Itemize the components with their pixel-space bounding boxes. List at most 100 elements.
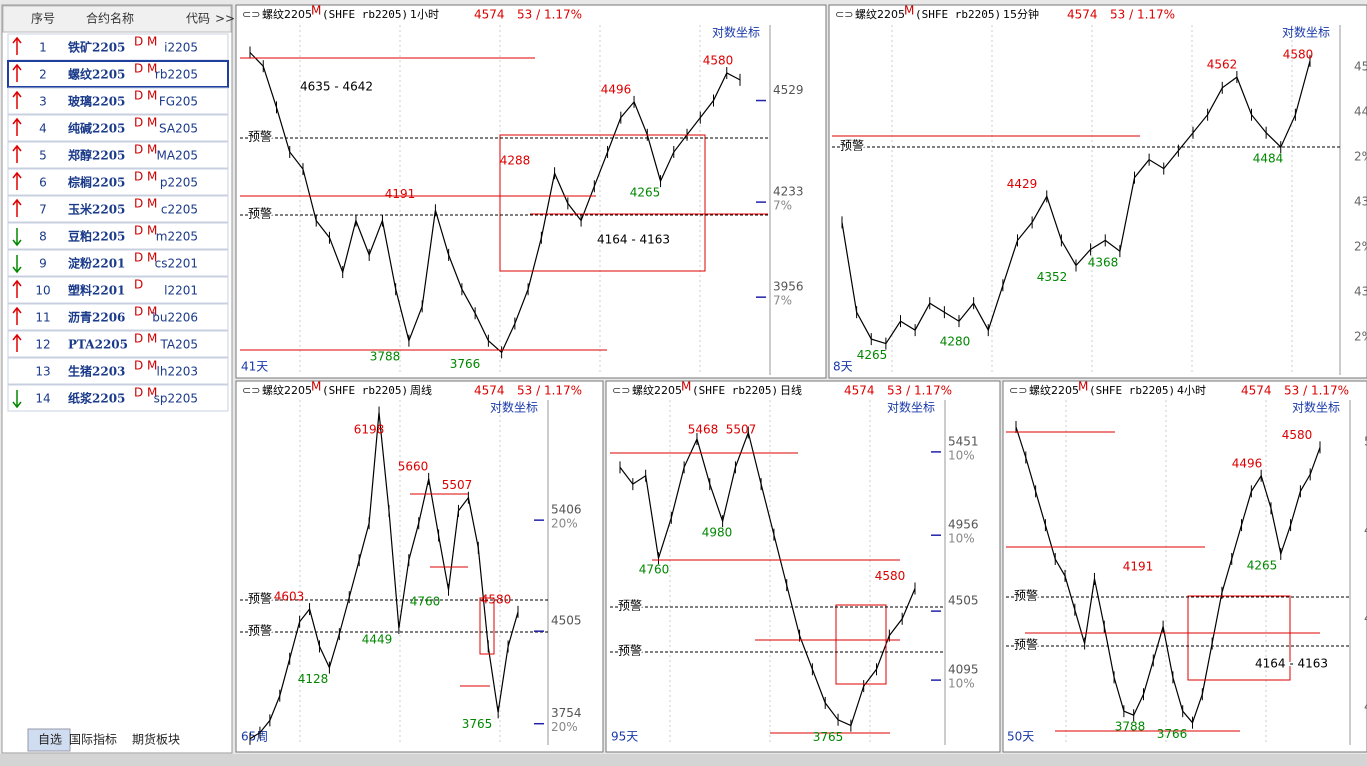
row[interactable] <box>7 141 229 169</box>
symbol: 螺纹2205 <box>262 7 312 21</box>
trend-arrow-head <box>12 239 22 247</box>
log-toggle[interactable]: 对数坐标 <box>1292 400 1340 415</box>
price: 4574 <box>844 384 875 398</box>
row[interactable] <box>7 60 229 88</box>
high-label: 4496 <box>601 82 632 96</box>
tab[interactable]: 期货板块 <box>132 732 180 747</box>
symbol-code: (SHFE rb2205) <box>322 384 408 397</box>
symbol: 螺纹2205 <box>632 383 682 397</box>
high-label: 5468 <box>688 423 719 437</box>
low-label: 4484 <box>1253 152 1284 166</box>
low-label: 4760 <box>639 563 670 577</box>
chart-panel <box>605 380 1001 753</box>
log-toggle[interactable]: 对数坐标 <box>712 25 760 40</box>
contract-name: 纸浆2205 <box>68 391 125 406</box>
contract-name: 郑醇2205 <box>68 148 125 163</box>
trend-arrow-head <box>12 198 22 206</box>
contract-code: cs2201 <box>155 257 198 271</box>
trend-arrow <box>12 333 22 352</box>
row[interactable] <box>7 357 229 385</box>
y-tick-label: 4233 <box>773 185 804 199</box>
trend-arrow-head <box>12 401 22 409</box>
symbol-code: (SHFE rb2205) <box>322 8 408 21</box>
contract-code: i2205 <box>164 41 198 55</box>
tab-active <box>27 728 71 752</box>
price-line <box>619 430 916 727</box>
y-tick-label: 4505 <box>948 594 979 608</box>
trend-arrow <box>12 63 22 82</box>
low-label: 3766 <box>1157 727 1188 741</box>
y-tick-label: 5451 <box>948 434 979 448</box>
alert-label: 预警 <box>248 129 272 144</box>
edge-label: 2% <box>1354 240 1367 254</box>
contract-code: lh2203 <box>157 365 198 379</box>
trend-arrow <box>12 390 22 409</box>
contract-tag: D M <box>134 197 157 211</box>
row-number: 10 <box>35 284 50 298</box>
period[interactable]: 4小时 <box>1177 384 1206 397</box>
row-number: 3 <box>39 95 47 109</box>
low-label: 4368 <box>1088 256 1119 270</box>
panel-header <box>607 382 999 400</box>
row[interactable] <box>7 303 229 331</box>
alert-label: 预警 <box>248 623 272 638</box>
high-label: 4580 <box>1283 48 1314 62</box>
contract-tag: D M <box>134 116 157 130</box>
high-label: 4562 <box>1207 58 1238 72</box>
price: 4574 <box>1067 8 1098 22</box>
row[interactable] <box>7 222 229 250</box>
high-label: 4603 <box>274 590 305 604</box>
trend-arrow <box>12 279 22 298</box>
period[interactable]: 周线 <box>410 383 432 397</box>
edge-label: 45 <box>1354 60 1367 74</box>
zone-box <box>479 597 495 655</box>
high-label: 6198 <box>354 423 385 437</box>
price-line <box>1015 426 1321 724</box>
trend-arrow-head <box>12 171 22 179</box>
contract-code: c2205 <box>161 203 198 217</box>
chart-panel <box>828 4 1367 379</box>
alert-label: 预警 <box>248 206 272 221</box>
trend-arrow <box>12 198 22 217</box>
period[interactable]: 15分钟 <box>1003 7 1039 21</box>
row[interactable] <box>7 114 229 142</box>
low-label: 4980 <box>702 526 733 540</box>
y-tick-pct: 20% <box>551 720 578 734</box>
log-toggle[interactable]: 对数坐标 <box>1282 25 1330 40</box>
contract-code: p2205 <box>160 176 198 190</box>
edge-label: 45 <box>1364 611 1367 625</box>
low-label: 3788 <box>370 349 401 363</box>
trend-arrow-head <box>12 266 22 274</box>
contract-name: 豆粕2205 <box>68 229 125 244</box>
change: 53 / 1.17% <box>517 8 582 22</box>
row[interactable] <box>7 330 229 358</box>
edge-label: 2% <box>1354 330 1367 344</box>
row[interactable] <box>7 195 229 223</box>
row[interactable] <box>7 276 229 304</box>
high-label: 4429 <box>1007 177 1038 191</box>
row[interactable] <box>7 168 229 196</box>
low-label: 3765 <box>462 717 493 731</box>
range-label: 4164 - 4163 <box>1255 657 1328 671</box>
log-toggle[interactable]: 对数坐标 <box>490 400 538 415</box>
row-number: 2 <box>39 68 47 82</box>
symbol: 螺纹2205 <box>262 383 312 397</box>
zone-box <box>499 134 706 272</box>
row[interactable] <box>7 33 229 61</box>
row[interactable] <box>7 384 229 412</box>
contract-name: 铁矿2205 <box>68 40 125 55</box>
low-label: 4760 <box>410 594 441 608</box>
tab[interactable]: 国际指标 <box>69 732 117 747</box>
row[interactable] <box>7 249 229 277</box>
row[interactable] <box>7 87 229 115</box>
period[interactable]: 日线 <box>780 383 802 397</box>
contract-tag: D M <box>134 35 157 49</box>
panel-header <box>1004 382 1366 400</box>
change: 53 / 1.17% <box>1284 384 1349 398</box>
y-tick-pct: 7% <box>773 294 792 308</box>
period[interactable]: 1小时 <box>410 8 439 21</box>
tab[interactable]: 自选 <box>38 733 62 747</box>
log-toggle[interactable]: 对数坐标 <box>887 400 935 415</box>
row-number: 11 <box>35 311 50 325</box>
column-header: 代码 <box>186 12 210 26</box>
